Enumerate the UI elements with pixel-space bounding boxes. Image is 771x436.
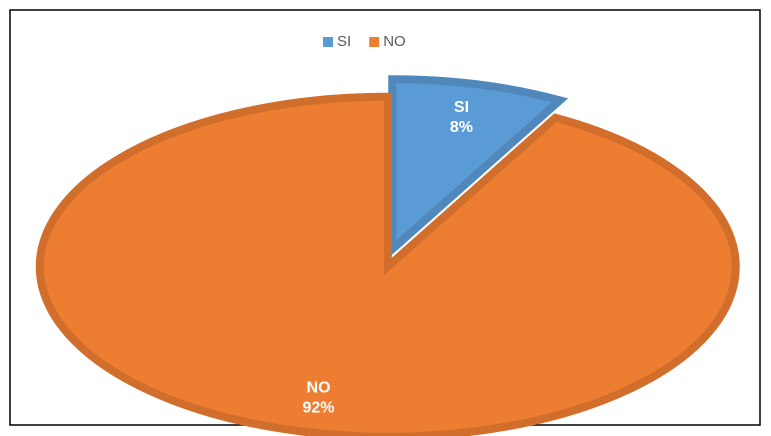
pie-slice — [388, 75, 569, 259]
legend-label: NO — [383, 33, 406, 50]
pie-slice — [35, 92, 740, 436]
data-label-category: NO — [307, 380, 331, 397]
legend-swatch — [369, 37, 380, 47]
data-label-value: 8% — [450, 119, 473, 136]
data-label-value: 92% — [303, 400, 335, 417]
legend-swatch — [323, 37, 333, 47]
legend-label: SI — [337, 33, 351, 50]
data-label-category: SI — [454, 99, 469, 116]
